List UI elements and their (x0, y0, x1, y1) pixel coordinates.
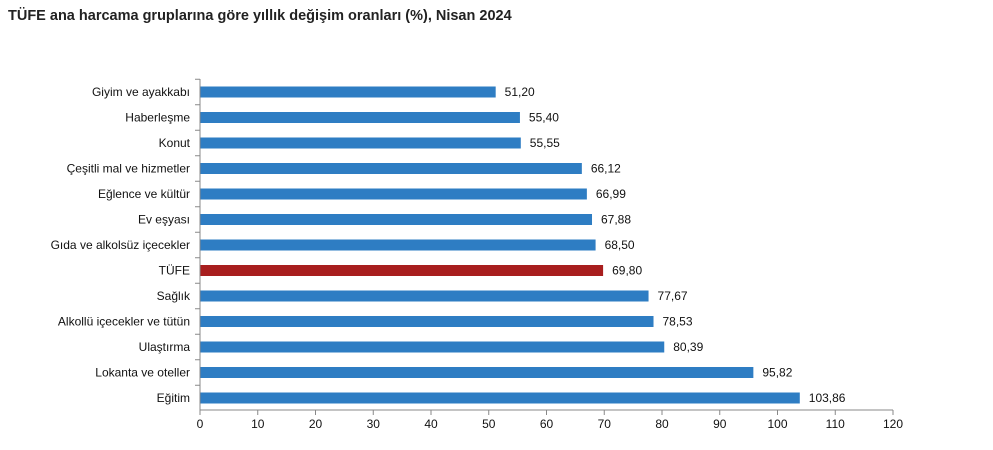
x-tick-label: 30 (367, 417, 381, 431)
x-tick-label: 10 (251, 417, 265, 431)
category-label: Haberleşme (125, 111, 190, 125)
category-label: Gıda ve alkolsüz içecekler (51, 238, 190, 252)
bar (200, 392, 800, 404)
data-label: 66,12 (591, 162, 621, 176)
chart-title: TÜFE ana harcama gruplarına göre yıllık … (8, 8, 512, 24)
bar (200, 367, 754, 378)
category-label: Giyim ve ayakkabı (92, 85, 190, 99)
x-tick-label: 50 (482, 417, 496, 431)
bar (200, 290, 649, 302)
bar (200, 137, 521, 149)
bar (200, 112, 520, 123)
x-tick-label: 80 (655, 417, 669, 431)
category-label: Ev eşyası (138, 213, 190, 227)
bar-highlight (200, 265, 604, 276)
x-tick-label: 110 (826, 417, 845, 431)
data-label: 55,55 (530, 136, 560, 150)
data-label: 78,53 (663, 315, 693, 329)
data-label: 95,82 (762, 366, 792, 380)
category-label: Ulaştırma (139, 340, 191, 354)
category-label: Sağlık (157, 289, 191, 303)
bar (200, 239, 596, 251)
bar (200, 214, 593, 225)
category-label: Konut (159, 136, 191, 150)
data-label: 66,99 (596, 187, 626, 201)
x-tick-label: 60 (540, 417, 554, 431)
data-label: 68,50 (605, 238, 635, 252)
category-label: TÜFE (159, 264, 190, 278)
data-label: 51,20 (505, 85, 535, 99)
bar (200, 163, 582, 174)
x-tick-label: 0 (197, 417, 204, 431)
x-tick-label: 70 (598, 417, 612, 431)
x-tick-label: 90 (713, 417, 727, 431)
bar (200, 316, 654, 327)
data-label: 103,86 (809, 391, 846, 405)
data-label: 80,39 (673, 340, 703, 354)
bar (200, 86, 496, 98)
category-label: Eğlence ve kültür (98, 187, 190, 201)
bar (200, 188, 587, 200)
data-label: 67,88 (601, 213, 631, 227)
x-tick-label: 120 (883, 417, 903, 431)
x-tick-label: 20 (309, 417, 323, 431)
category-label: Alkollü içecekler ve tütün (58, 315, 190, 329)
category-label: Çeşitli mal ve hizmetler (67, 162, 190, 176)
x-tick-label: 40 (424, 417, 438, 431)
bar (200, 341, 665, 353)
x-tick-label: 100 (767, 417, 787, 431)
data-label: 55,40 (529, 111, 559, 125)
category-label: Lokanta ve oteller (95, 366, 190, 380)
data-label: 77,67 (658, 289, 688, 303)
data-label: 69,80 (612, 264, 642, 278)
category-label: Eğitim (157, 391, 190, 405)
